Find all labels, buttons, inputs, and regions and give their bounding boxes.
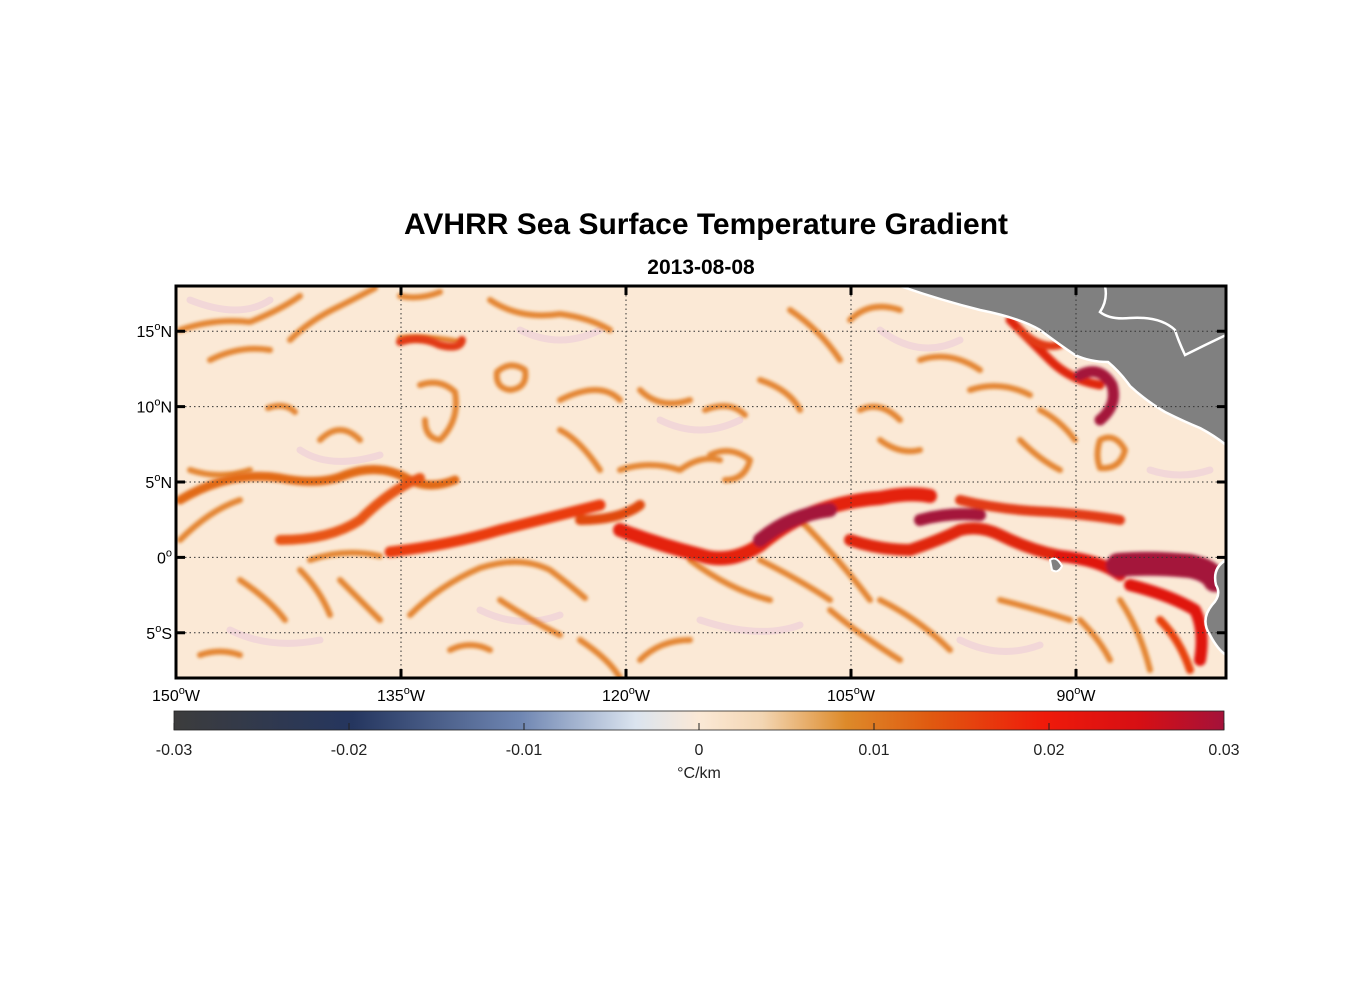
map-panel: 150oW 135oW 120oW 105oW 90oW 15oN 10oN 5oN 0o 5oS xyxy=(137,284,1228,705)
map-tick-labels: 150oW 135oW 120oW 105oW 90oW 15oN 10oN 5oN 0o 5oS xyxy=(137,321,1097,705)
weak-gradient-field xyxy=(186,296,1214,655)
moderate-gradient-fronts xyxy=(177,286,1173,678)
strong-gradient-fronts xyxy=(176,315,1226,674)
lon-tick-label: 120oW xyxy=(602,685,651,705)
colorbar-tick-label: -0.03 xyxy=(156,742,193,759)
colorbar-tick-label: -0.01 xyxy=(506,742,543,759)
central-america-land xyxy=(899,286,1226,447)
south-america-land xyxy=(1204,558,1226,657)
lon-tick-label: 90oW xyxy=(1056,685,1096,705)
colorbar-tick-label: 0.01 xyxy=(858,742,889,759)
colorbar-tick-label: 0 xyxy=(695,742,704,759)
colorbar-tick-label: 0.03 xyxy=(1208,742,1239,759)
lat-tick-label: 0o xyxy=(157,547,172,567)
colorbar-tick-label: -0.02 xyxy=(331,742,368,759)
lat-tick-label: 10oN xyxy=(137,397,172,417)
colorbar: -0.03 -0.02 -0.01 0 0.01 0.02 0.03 °C/km xyxy=(156,710,1240,782)
lat-tick-label: 5oS xyxy=(146,623,172,643)
colorbar-ticks: -0.03 -0.02 -0.01 0 0.01 0.02 0.03 xyxy=(156,723,1240,759)
galapagos-land xyxy=(1048,557,1064,573)
lat-tick-label: 15oN xyxy=(137,321,172,341)
chart-subtitle: 2013-08-08 xyxy=(647,256,755,279)
lon-tick-label: 135oW xyxy=(377,685,426,705)
colorbar-label: °C/km xyxy=(677,765,721,782)
chart-title: AVHRR Sea Surface Temperature Gradient xyxy=(404,208,1008,241)
lat-tick-label: 5oN xyxy=(145,472,172,492)
lon-tick-label: 150oW xyxy=(152,685,201,705)
colorbar-tick-label: 0.02 xyxy=(1033,742,1064,759)
map-ticks xyxy=(174,286,1226,678)
lon-tick-label: 105oW xyxy=(827,685,876,705)
